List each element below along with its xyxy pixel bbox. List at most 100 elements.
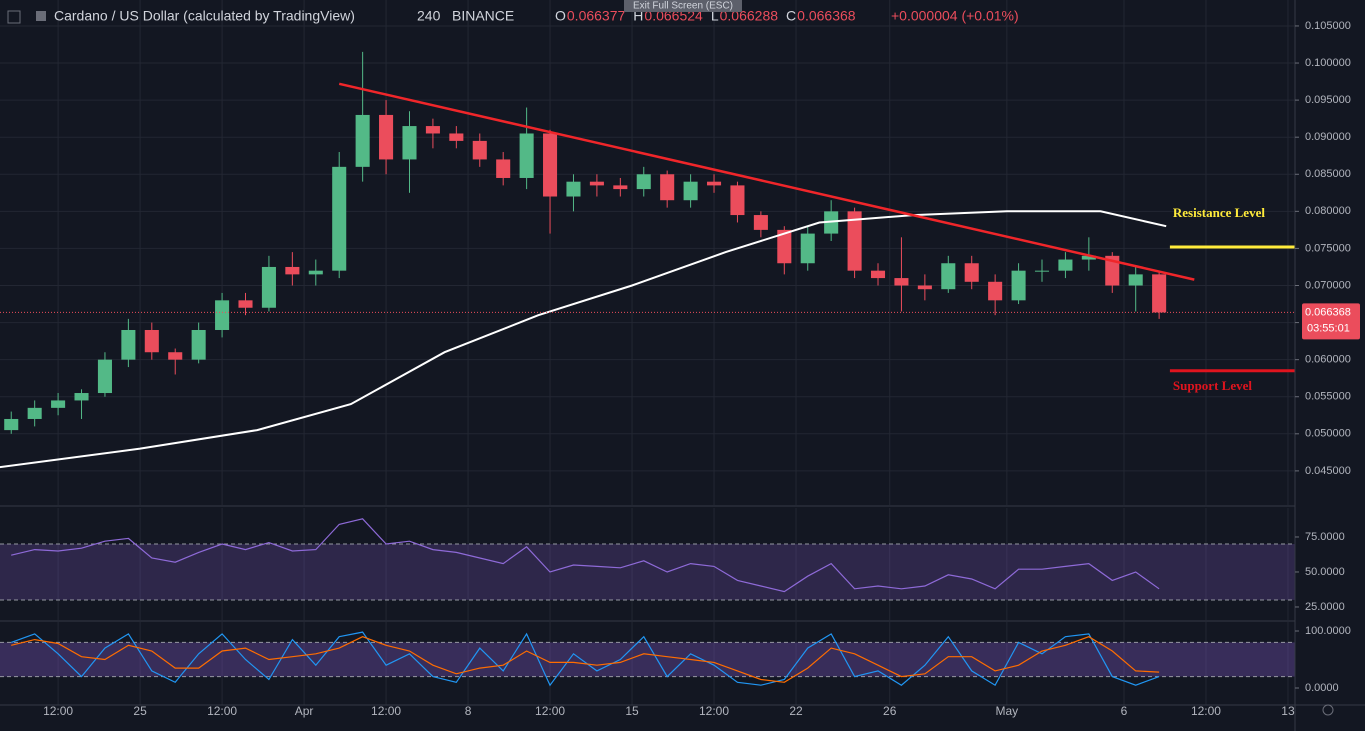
y-tick-label: 0.055000 — [1305, 391, 1351, 403]
y-tick-label: 0.090000 — [1305, 131, 1351, 143]
y-tick-label: 0.045000 — [1305, 465, 1351, 477]
indicator-line — [10, 631, 1160, 687]
x-tick-label: 12:00 — [1191, 704, 1221, 718]
candle-body — [941, 263, 956, 290]
y-tick-label: 0.075000 — [1305, 242, 1351, 254]
grid — [0, 0, 1295, 705]
x-tick-label: 12:00 — [43, 704, 73, 718]
last-price-box — [1302, 303, 1360, 340]
level-label: Resistance Level — [1173, 205, 1265, 220]
candle-body — [191, 329, 206, 360]
candle-body — [753, 215, 768, 230]
y-tick-label: 100.0000 — [1305, 625, 1351, 637]
y-tick-label: 0.100000 — [1305, 57, 1351, 69]
candle-body — [917, 285, 932, 290]
y-tick-label: 0.085000 — [1305, 168, 1351, 180]
y-tick-label: 0.070000 — [1305, 279, 1351, 291]
candle-body — [777, 229, 792, 264]
band-fill — [0, 642, 1295, 677]
x-tick-label: 12:00 — [699, 704, 729, 718]
candle-body — [121, 329, 136, 360]
candle-body — [730, 185, 745, 216]
candle-body — [964, 263, 979, 282]
x-tick-label: 25 — [133, 704, 147, 718]
candle-body — [355, 114, 370, 167]
candle-body — [566, 181, 581, 197]
candle-body — [683, 181, 698, 201]
candle-body — [847, 211, 862, 271]
band-fill — [0, 543, 1295, 600]
ohlc-key: L — [711, 8, 719, 24]
candle-body — [519, 133, 534, 178]
ohlc-key: C — [786, 8, 796, 24]
countdown: 03:55:01 — [1307, 322, 1350, 334]
candle-body — [589, 181, 604, 186]
candle-body — [238, 300, 253, 308]
candle-body — [97, 359, 112, 394]
candle-body — [74, 393, 89, 401]
candle-body — [707, 181, 722, 186]
y-tick-label: 0.105000 — [1305, 20, 1351, 32]
y-tick-label: 0.0000 — [1305, 682, 1339, 694]
candle-body — [894, 278, 909, 286]
symbol: Cardano / US Dollar (calculated by Tradi… — [54, 8, 355, 24]
y-tick-label: 0.095000 — [1305, 94, 1351, 106]
candle-body — [27, 407, 42, 419]
ohlc-value: 0.066377 — [567, 8, 626, 24]
x-tick-label: 26 — [883, 704, 897, 718]
x-tick-label: May — [996, 704, 1019, 718]
fullscreen-button[interactable] — [624, 0, 742, 12]
y-tick-label: 25.0000 — [1305, 601, 1345, 613]
ohlc-value: 0.066368 — [797, 8, 856, 24]
y-tick-label: 0.050000 — [1305, 428, 1351, 440]
y-tick-label: 0.080000 — [1305, 205, 1351, 217]
y-tick-label: 75.0000 — [1305, 531, 1345, 543]
exchange: BINANCE — [452, 8, 514, 24]
indicator-line — [11, 636, 1160, 683]
last-price-label: 0.066368 — [1305, 306, 1351, 318]
candle-body — [332, 166, 347, 271]
candle-body — [1152, 274, 1167, 313]
candle-body — [472, 140, 487, 160]
settings-icon[interactable] — [1322, 704, 1334, 716]
x-tick-label: 8 — [465, 704, 472, 718]
candle-body — [1128, 274, 1143, 286]
symbol-icon — [36, 11, 46, 21]
candle-body — [543, 133, 558, 197]
fullscreen-label[interactable]: Exit Full Screen (ESC) — [633, 1, 733, 12]
expand-icon[interactable] — [7, 10, 21, 24]
candle-body — [1011, 270, 1026, 301]
candle-body — [800, 233, 815, 264]
candle-body — [1081, 255, 1096, 260]
candle-body — [496, 159, 511, 178]
candle-body — [1058, 259, 1073, 271]
candle-body — [51, 400, 66, 408]
level-label: Support Level — [1173, 378, 1252, 393]
x-tick-label: 22 — [789, 704, 803, 718]
candle-body — [1034, 270, 1050, 272]
candle-body — [308, 270, 323, 275]
moving-average — [0, 210, 1167, 469]
ohlc-key: O — [555, 8, 566, 24]
candle-body — [425, 126, 440, 134]
candle-body — [1105, 255, 1120, 286]
ohlc-key: H — [633, 8, 643, 24]
trendline — [338, 82, 1195, 281]
change: +0.000004 (+0.01%) — [891, 8, 1019, 24]
candle-body — [215, 300, 230, 330]
interval: 240 — [417, 8, 441, 24]
x-tick-label: 6 — [1121, 704, 1128, 718]
candle-body — [168, 352, 183, 360]
candle-body — [261, 266, 276, 308]
x-tick-label: 12:00 — [371, 704, 401, 718]
x-tick-label: 12:00 — [207, 704, 237, 718]
x-tick-label: 12:00 — [535, 704, 565, 718]
candle-body — [402, 126, 417, 160]
indicator-line — [11, 518, 1160, 593]
candle-body — [4, 418, 19, 431]
candle-body — [988, 281, 1003, 301]
candle-body — [285, 266, 300, 275]
